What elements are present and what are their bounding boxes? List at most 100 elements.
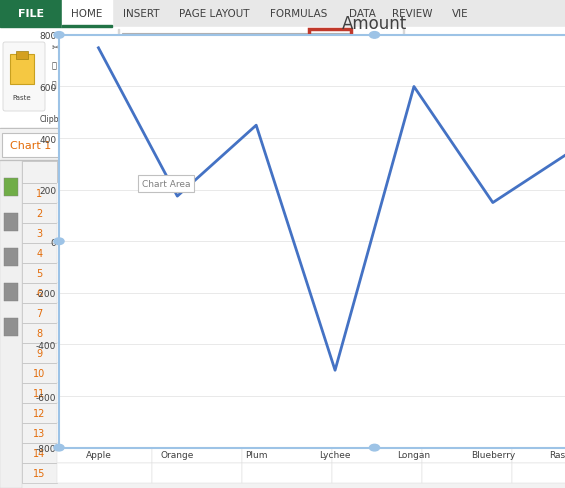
Text: A: A [351, 36, 363, 50]
Bar [411, 51, 427, 54]
Bar [22, 423, 57, 443]
Bar [2, 134, 122, 158]
FancyBboxPatch shape [3, 43, 45, 112]
Bar [512, 363, 565, 383]
Bar [422, 343, 512, 363]
Bar [0, 161, 565, 162]
Bar [4, 214, 18, 231]
Bar [422, 304, 512, 324]
Bar [242, 203, 332, 224]
Bar [311, 34, 349, 56]
Bar [242, 162, 332, 183]
Bar [309, 30, 351, 85]
Bar [22, 363, 57, 383]
Text: ⋮: ⋮ [123, 139, 137, 153]
Text: 7: 7 [36, 308, 42, 318]
Bar [214, 72, 232, 88]
Text: C: C [283, 168, 290, 178]
Bar [22, 264, 57, 284]
Text: ▾: ▾ [340, 41, 344, 49]
Bar [431, 71, 447, 74]
Bar [152, 343, 242, 363]
Bar [22, 443, 57, 463]
Text: Chart Area: Chart Area [142, 180, 190, 188]
Bar [22, 224, 57, 244]
Bar [411, 59, 427, 62]
Bar [152, 183, 242, 203]
Bar [0, 28, 565, 130]
Bar [512, 324, 565, 343]
Bar [422, 203, 512, 224]
Bar [422, 264, 512, 284]
Text: Chart 1: Chart 1 [10, 141, 51, 151]
Bar [152, 403, 242, 423]
Bar [57, 183, 152, 203]
Text: B: B [193, 168, 201, 178]
Bar [512, 264, 565, 284]
Text: 3: 3 [36, 228, 42, 239]
Bar [242, 224, 332, 244]
Text: ▾: ▾ [172, 80, 176, 86]
Bar [152, 304, 242, 324]
Text: VIE: VIE [451, 9, 468, 19]
Bar [152, 284, 242, 304]
Text: fx: fx [169, 139, 181, 152]
Bar [57, 443, 152, 463]
Bar [182, 72, 200, 88]
Text: A: A [371, 40, 379, 50]
Bar [22, 284, 57, 304]
Bar [422, 324, 512, 343]
Bar [332, 203, 422, 224]
Bar [0, 129, 565, 130]
Bar [422, 443, 512, 463]
Bar [22, 403, 57, 423]
Bar [332, 224, 422, 244]
Bar [451, 59, 467, 62]
Bar [431, 59, 447, 62]
Bar [242, 324, 332, 343]
Bar [512, 183, 565, 203]
Bar [332, 423, 422, 443]
Text: FORMULAS: FORMULAS [270, 9, 328, 19]
Bar [512, 162, 565, 183]
Bar [242, 244, 332, 264]
Bar [422, 403, 512, 423]
Bar [10, 55, 34, 85]
Bar [512, 463, 565, 483]
Bar [512, 343, 565, 363]
Bar [422, 224, 512, 244]
Bar [242, 363, 332, 383]
Bar [118, 30, 119, 122]
Bar [22, 162, 57, 183]
Bar [57, 324, 152, 343]
Bar [332, 383, 422, 403]
Bar [242, 183, 332, 203]
Text: ⊞: ⊞ [187, 75, 195, 85]
Bar [242, 463, 332, 483]
Bar [57, 304, 152, 324]
Text: Clipboard: Clipboard [40, 115, 76, 124]
Bar [242, 304, 332, 324]
Bar [188, 134, 563, 158]
Title: Amount: Amount [342, 15, 407, 33]
Bar [512, 304, 565, 324]
Bar [0, 0, 565, 28]
Bar [214, 86, 232, 90]
Bar [152, 443, 242, 463]
Bar [411, 65, 427, 68]
Text: INSERT: INSERT [123, 9, 159, 19]
Text: ▾: ▾ [235, 80, 238, 86]
Bar [57, 203, 152, 224]
Bar [319, 85, 337, 89]
Text: Paste: Paste [12, 95, 31, 101]
Text: Arial Unicode MS: Arial Unicode MS [127, 40, 210, 50]
Bar [332, 443, 422, 463]
Bar [422, 183, 512, 203]
Text: 9: 9 [319, 40, 325, 50]
Bar [242, 383, 332, 403]
Bar [512, 383, 565, 403]
Bar [332, 162, 422, 183]
Text: 15: 15 [33, 468, 46, 478]
Bar [0, 0, 62, 28]
Text: ✓: ✓ [153, 141, 163, 151]
